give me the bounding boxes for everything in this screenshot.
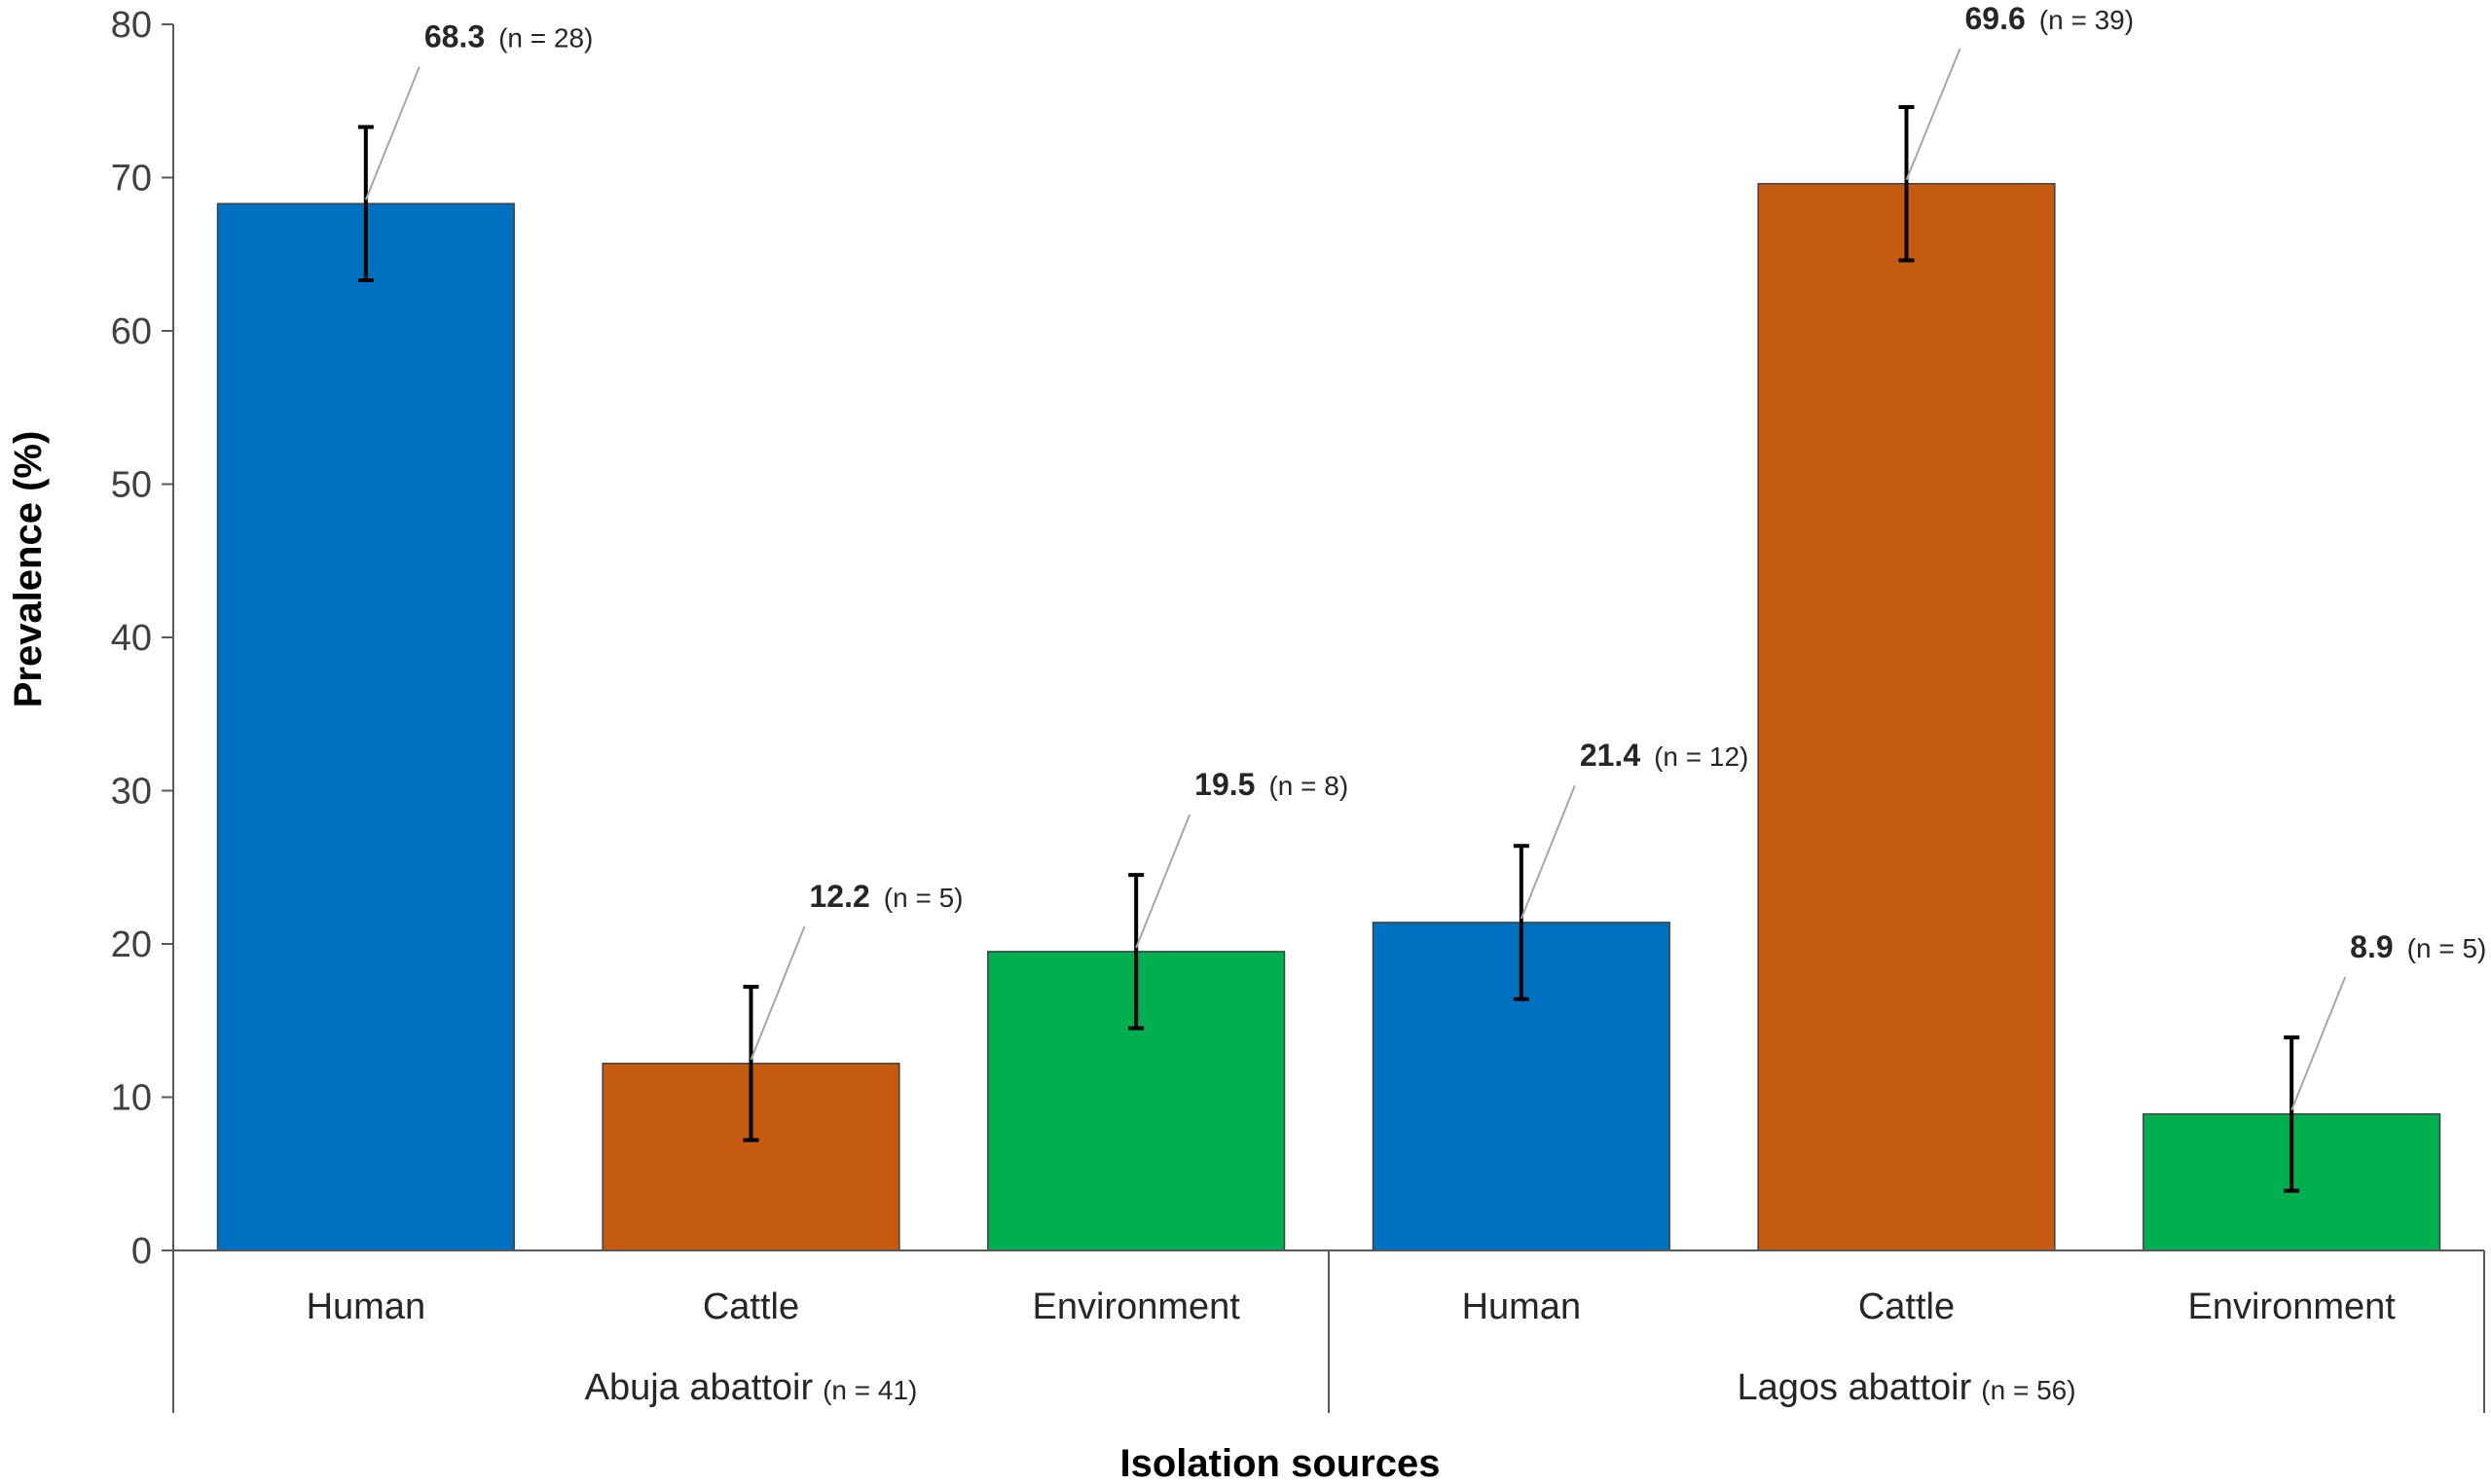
y-tick-label: 80 [111,5,152,46]
category-label: Environment [2188,1286,2397,1327]
category-label: Human [1462,1286,1582,1327]
error-bars [357,105,2300,1193]
y-tick-label: 50 [111,465,152,506]
x-axis: Abuja abattoir (n = 41) Human Cattle Environ… [172,1249,2485,1413]
data-label-leader [2290,976,2347,1111]
data-label: 12.2 (n = 5) [810,879,964,914]
data-label: 69.6 (n = 39) [1965,1,2135,36]
y-tick-label: 60 [111,311,152,352]
data-label-leader [1135,814,1191,949]
data-label-n: (n = 39) [2039,5,2134,35]
group-n-label: (n = 41) [823,1375,917,1405]
group-name: Lagos abattoir [1737,1367,1971,1408]
data-label-value: 69.6 [1965,1,2026,36]
data-label-n: (n = 12) [1654,742,1748,772]
category-label: Cattle [703,1286,799,1327]
bar-human [216,202,515,1251]
group-n-label: (n = 56) [1981,1375,2075,1405]
bar-cattle [1757,183,2056,1251]
group-label: Abuja abattoir (n = 41) [585,1367,918,1408]
data-label-n: (n = 8) [1268,771,1348,801]
data-label-leader [1905,48,1961,181]
data-label-leader [750,925,806,1061]
x-axis-title: Isolation sources [1120,1442,1441,1484]
group-name: Abuja abattoir [585,1367,814,1408]
data-label: 19.5 (n = 8) [1194,767,1348,802]
data-label-value: 12.2 [810,879,870,914]
bars [216,183,2441,1251]
y-tick-label: 70 [111,159,152,199]
y-tick-label: 20 [111,924,152,965]
y-tick-label: 40 [111,618,152,659]
data-label-value: 21.4 [1580,738,1640,773]
data-label-n: (n = 5) [884,883,964,913]
y-axis: 0 10 20 30 40 50 60 70 80 [111,5,174,1272]
data-label-value: 68.3 [424,19,485,54]
y-tick-label: 0 [131,1231,152,1272]
data-label: 8.9 (n = 5) [2350,929,2486,964]
data-label-n: (n = 5) [2407,933,2487,963]
data-label: 21.4 (n = 12) [1580,738,1749,773]
y-tick-label: 30 [111,772,152,813]
data-label-leader [1520,784,1576,920]
data-label-leader [364,66,421,200]
data-label-value: 19.5 [1194,767,1255,802]
group-label: Lagos abattoir (n = 56) [1737,1367,2075,1408]
category-label: Cattle [1858,1286,1955,1327]
data-label-value: 8.9 [2350,929,2393,964]
category-label: Human [307,1286,426,1327]
y-tick-label: 10 [111,1078,152,1119]
data-labels: 68.3 (n = 28) 12.2 (n = 5) 19.5 (n = 8) 21.4 (n… [364,1,2486,1111]
data-label-n: (n = 28) [498,23,593,54]
data-label: 68.3 (n = 28) [424,19,594,54]
y-axis-title: Prevalence (%) [7,431,50,708]
category-label: Environment [1033,1286,1241,1327]
